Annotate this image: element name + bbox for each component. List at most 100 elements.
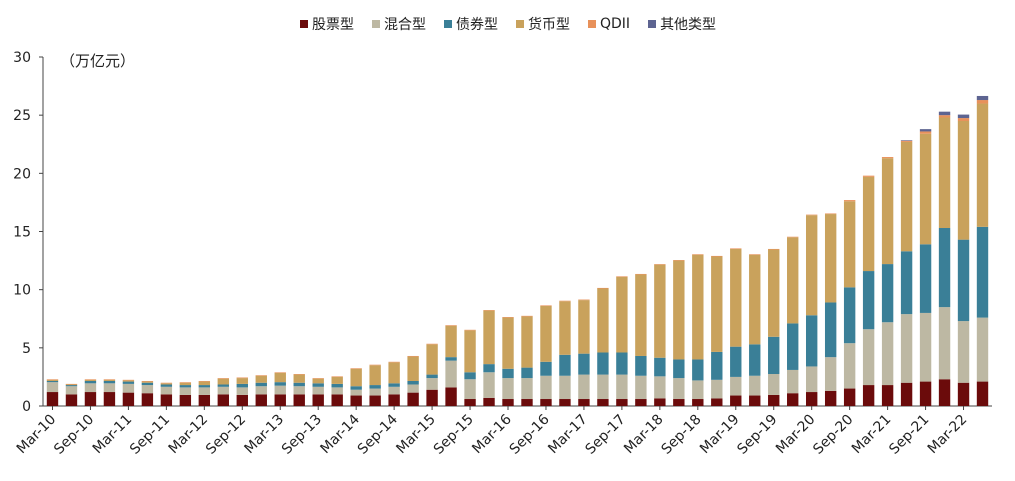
bar-segment-股票型 xyxy=(293,394,305,406)
bar-segment-债券型 xyxy=(976,226,989,318)
bar-segment-债券型 xyxy=(407,380,419,385)
x-tick-label: Sep-13 xyxy=(279,412,325,458)
bar-segment-混合型 xyxy=(749,375,761,396)
bar-segment-QDII xyxy=(483,310,495,311)
bar-segment-混合型 xyxy=(616,374,628,400)
x-tick-label: Sep-11 xyxy=(127,412,173,458)
bar-segment-股票型 xyxy=(331,394,343,406)
bar-segment-混合型 xyxy=(122,383,135,393)
bar-segment-QDII xyxy=(597,287,609,289)
bar-segment-QDII xyxy=(293,374,305,375)
legend-label-hybrid: 混合型 xyxy=(384,17,426,33)
bar-segment-混合型 xyxy=(805,366,818,393)
bar-segment-货币型 xyxy=(84,379,97,381)
bar-segment-QDII xyxy=(692,254,704,255)
legend-label-other: 其他类型 xyxy=(660,17,717,33)
bar-segment-债券型 xyxy=(483,364,495,373)
bar-segment-混合型 xyxy=(502,378,514,400)
bar-segment-债券型 xyxy=(540,361,552,376)
bar-segment-混合型 xyxy=(331,387,343,395)
bar-segment-股票型 xyxy=(578,399,590,406)
bar-segment-混合型 xyxy=(445,360,457,388)
legend-item-bond: 债券型 xyxy=(444,14,498,34)
bar-segment-债券型 xyxy=(84,380,97,384)
bar-segment-货币型 xyxy=(103,379,116,381)
bar-segment-QDII xyxy=(46,379,59,380)
bar-segment-货币型 xyxy=(274,372,286,383)
bar-segment-债券型 xyxy=(597,352,609,375)
bar-segment-债券型 xyxy=(919,244,932,313)
bar-segment-货币型 xyxy=(654,264,666,358)
x-tick-label: Sep-20 xyxy=(810,412,856,458)
bar-segment-混合型 xyxy=(483,372,495,398)
bar-segment-债券型 xyxy=(160,384,173,387)
bar-segment-货币型 xyxy=(122,380,135,382)
bar-segment-债券型 xyxy=(900,251,913,315)
bar-segment-其他类型 xyxy=(976,95,989,101)
bar-segment-股票型 xyxy=(46,392,59,406)
bar-segment-QDII xyxy=(198,380,211,382)
bar-segment-货币型 xyxy=(407,356,419,381)
bar-segment-债券型 xyxy=(843,287,856,344)
x-tick-label: Mar-17 xyxy=(545,412,591,458)
bar-segment-QDII xyxy=(103,379,116,380)
bar-segment-QDII xyxy=(881,157,894,159)
bar-segment-货币型 xyxy=(141,381,154,383)
bar-segment-股票型 xyxy=(540,399,552,406)
bar-segment-货币型 xyxy=(597,288,609,353)
bar-segment-债券型 xyxy=(426,374,438,379)
bar-segment-混合型 xyxy=(673,378,685,400)
bar-segment-混合型 xyxy=(862,329,875,386)
x-tick-label: Mar-20 xyxy=(773,412,819,458)
bar-segment-股票型 xyxy=(862,385,875,406)
bar-segment-债券型 xyxy=(65,385,78,387)
bar-segment-QDII xyxy=(350,368,362,369)
bar-segment-货币型 xyxy=(350,368,362,387)
x-tick-label: Sep-18 xyxy=(658,412,704,458)
bar-segment-股票型 xyxy=(805,392,818,406)
legend-label-stock: 股票型 xyxy=(312,17,354,33)
bar-segment-股票型 xyxy=(635,399,647,406)
legend-swatch-hybrid xyxy=(372,20,380,28)
x-tick-label: Sep-15 xyxy=(431,412,477,458)
bar-segment-债券型 xyxy=(635,355,647,376)
bar-segment-混合型 xyxy=(730,376,742,396)
bar-segment-货币型 xyxy=(692,254,704,360)
bar-segment-QDII xyxy=(331,376,343,377)
bar-segment-股票型 xyxy=(255,394,267,406)
bar-segment-QDII xyxy=(274,372,286,373)
bar-segment-QDII xyxy=(616,276,628,277)
bar-segment-货币型 xyxy=(919,133,932,245)
legend-label-money: 货币型 xyxy=(528,17,570,33)
y-tick-label: 15 xyxy=(13,225,31,241)
bar-segment-货币型 xyxy=(445,325,457,358)
legend: 股票型 混合型 债券型 货币型 QDII 其他类型 xyxy=(300,14,716,34)
bar-segment-混合型 xyxy=(711,379,723,399)
bar-segment-混合型 xyxy=(654,376,666,399)
bar-segment-货币型 xyxy=(198,381,211,386)
bar-segment-债券型 xyxy=(654,357,666,377)
x-tick-label: Mar-18 xyxy=(621,412,667,458)
bar-segment-股票型 xyxy=(369,395,381,406)
bar-segment-QDII xyxy=(654,264,666,265)
bar-segment-货币型 xyxy=(312,378,324,384)
bar-segment-股票型 xyxy=(426,389,438,406)
bar-segment-混合型 xyxy=(559,375,571,400)
x-tick-label: Mar-16 xyxy=(469,411,515,457)
bar-segment-股票型 xyxy=(919,381,932,406)
bar-segment-其他类型 xyxy=(938,111,951,116)
bar-segment-债券型 xyxy=(805,315,818,367)
x-tick-label: Sep-21 xyxy=(886,412,932,458)
bar-segment-股票型 xyxy=(787,393,799,406)
bar-segment-混合型 xyxy=(464,379,476,400)
bar-segment-货币型 xyxy=(824,214,837,303)
bar-segment-股票型 xyxy=(900,382,913,406)
bar-segment-货币型 xyxy=(976,103,989,227)
bar-segment-混合型 xyxy=(919,312,932,382)
bar-segment-股票型 xyxy=(824,390,837,406)
legend-swatch-qdii xyxy=(588,20,596,28)
bar-segment-QDII xyxy=(540,305,552,306)
bar-segment-债券型 xyxy=(122,381,135,384)
x-tick-label: Sep-17 xyxy=(583,412,629,458)
bar-segment-混合型 xyxy=(900,314,913,383)
